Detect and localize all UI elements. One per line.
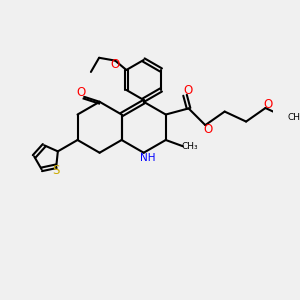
- Text: CH₃: CH₃: [288, 113, 300, 122]
- Text: O: O: [203, 123, 213, 136]
- Text: O: O: [111, 58, 120, 71]
- Text: O: O: [77, 86, 86, 99]
- Text: O: O: [264, 98, 273, 111]
- Text: O: O: [183, 84, 192, 97]
- Text: CH₃: CH₃: [182, 142, 198, 151]
- Text: NH: NH: [140, 153, 155, 163]
- Text: S: S: [52, 164, 60, 177]
